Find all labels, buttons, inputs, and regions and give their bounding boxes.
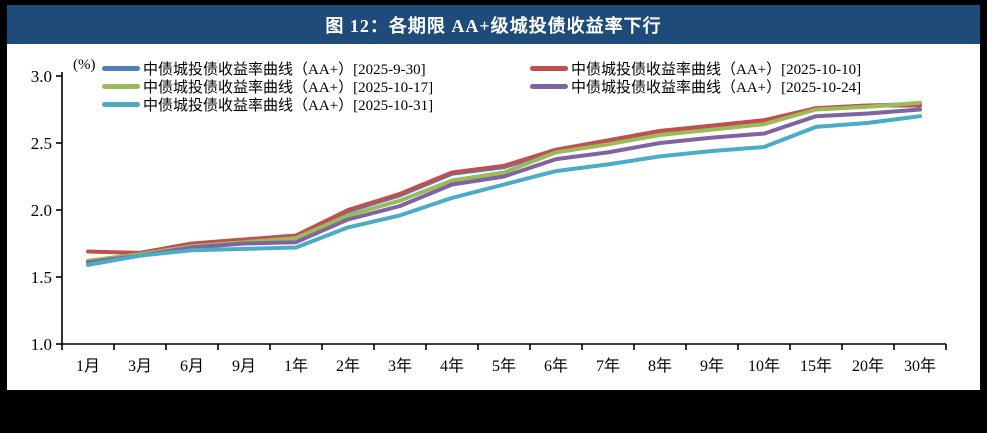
legend-swatch xyxy=(102,101,140,107)
y-axis-unit-label: (%) xyxy=(73,57,96,73)
x-axis-tick-label: 6月 xyxy=(180,358,204,375)
series-line-3 xyxy=(86,107,922,265)
y-axis-tick-label: 2.0 xyxy=(31,201,52,220)
legend-item-label: 中债城投债收益率曲线（AA+）[2025-9-30] xyxy=(143,61,426,78)
legend-item-label: 中债城投债收益率曲线（AA+）[2025-10-17] xyxy=(143,79,434,96)
y-axis-tick-label: 3.0 xyxy=(31,67,52,86)
x-axis-tick-label: 7年 xyxy=(596,357,620,375)
x-axis-tick-label: 6年 xyxy=(544,357,568,375)
x-axis-tick-label: 20年 xyxy=(852,357,884,375)
figure-title: 图 12：各期限 AA+级城投债收益率下行 xyxy=(325,15,662,36)
x-axis-tick-label: 30年 xyxy=(904,357,936,375)
y-axis-tick-label: 2.5 xyxy=(31,134,52,153)
chart-panel: 1.0 1.5 2.0 2.5 3.0 1月 3月 6月 9月 1年 2年 3年 4年 5年 6年 7年 8年 9… xyxy=(7,44,980,390)
y-axis-tick-label: 1.0 xyxy=(31,335,52,354)
legend-item: 中债城投债收益率曲线（AA+）[2025-10-31] xyxy=(102,95,434,114)
legend-swatch xyxy=(530,65,568,71)
x-axis-tick-label: 10年 xyxy=(748,357,780,375)
x-axis-tick-label: 2年 xyxy=(336,357,360,375)
legend-swatch xyxy=(102,83,140,89)
x-axis-tick-label: 9年 xyxy=(700,357,724,375)
series-line-4 xyxy=(86,114,922,267)
yield-curve-chart: 1.0 1.5 2.0 2.5 3.0 1月 3月 6月 9月 1年 2年 3年 4年 5年 6年 7年 8年 9… xyxy=(31,67,947,375)
figure-title-bar: 图 12：各期限 AA+级城投债收益率下行 xyxy=(7,5,980,44)
x-axis-tick-label: 1年 xyxy=(284,357,308,375)
x-axis-tick-label: 9月 xyxy=(232,358,256,375)
legend-item-label: 中债城投债收益率曲线（AA+）[2025-10-31] xyxy=(143,97,434,114)
x-axis-tick-label: 1月 xyxy=(76,358,100,375)
x-axis-tick-label: 4年 xyxy=(440,357,464,375)
legend-item: 中债城投债收益率曲线（AA+）[2025-10-17] xyxy=(102,77,434,96)
x-axis-tick-label: 3月 xyxy=(128,358,152,375)
x-axis-tick-label: 3年 xyxy=(388,357,412,375)
series-line-1 xyxy=(86,103,922,255)
x-axis-tick-label: 8年 xyxy=(648,357,672,375)
x-axis-tick-label: 5年 xyxy=(492,357,516,375)
legend-item-label: 中债城投债收益率曲线（AA+）[2025-10-10] xyxy=(571,61,862,78)
legend-item: 中债城投债收益率曲线（AA+）[2025-10-24] xyxy=(530,77,862,96)
chart-legend: 中债城投债收益率曲线（AA+）[2025-9-30] 中债城投债收益率曲线（AA+… xyxy=(7,44,980,124)
series-line-2 xyxy=(86,100,922,263)
legend-swatch xyxy=(530,83,568,89)
legend-item: 中债城投债收益率曲线（AA+）[2025-9-30] xyxy=(102,59,426,78)
legend-item: 中债城投债收益率曲线（AA+）[2025-10-10] xyxy=(530,59,862,78)
legend-swatch xyxy=(102,65,140,71)
x-axis-tick-label: 15年 xyxy=(800,357,832,375)
y-axis-tick-label: 1.5 xyxy=(31,268,52,287)
legend-item-label: 中债城投债收益率曲线（AA+）[2025-10-24] xyxy=(571,79,862,96)
